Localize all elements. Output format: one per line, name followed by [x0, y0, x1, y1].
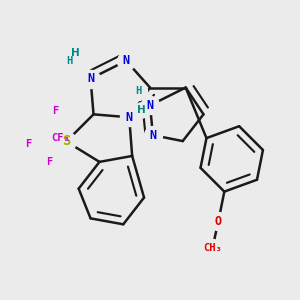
Text: N: N: [87, 72, 94, 85]
Text: O: O: [215, 215, 222, 228]
Text: H: H: [67, 56, 73, 66]
Text: N: N: [123, 54, 130, 67]
Text: H: H: [137, 105, 146, 115]
Text: N: N: [126, 111, 133, 124]
Text: F: F: [25, 139, 31, 149]
Text: CH₃: CH₃: [203, 243, 222, 253]
Text: N: N: [146, 99, 154, 112]
Text: N: N: [149, 129, 157, 142]
Text: S: S: [63, 134, 71, 148]
Text: F: F: [46, 157, 52, 167]
Text: H: H: [135, 85, 141, 96]
Text: CF₃: CF₃: [52, 133, 70, 143]
Text: H: H: [71, 48, 80, 59]
Text: F: F: [52, 106, 58, 116]
